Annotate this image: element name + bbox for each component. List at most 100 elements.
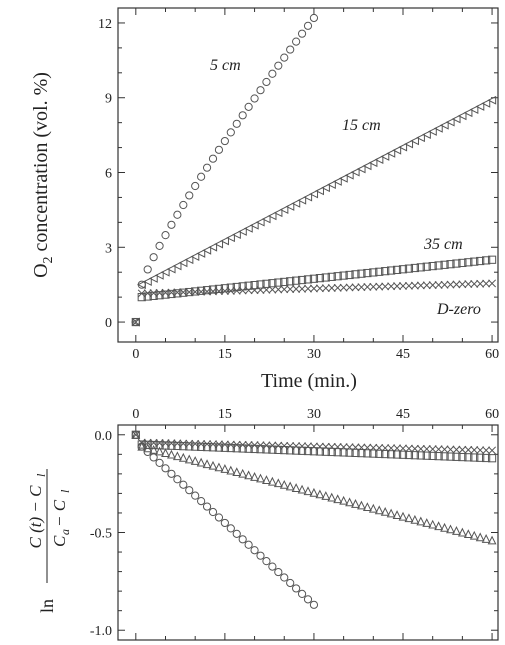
data-point [226,233,235,243]
data-point [446,452,455,461]
data-point [363,283,372,291]
data-point [481,534,491,543]
data-point [410,514,420,524]
data-point [232,529,241,538]
series-15-cm [131,95,497,327]
data-point [422,518,432,527]
data-point [464,453,473,462]
data-point [149,438,158,447]
data-point [256,286,265,294]
data-point [148,274,158,283]
data-point [392,265,402,274]
data-point [172,261,182,271]
data-point [274,278,283,287]
data-point [292,285,301,293]
data-point [214,145,224,154]
series-d-zero [131,279,497,327]
data-point [143,438,152,447]
data-point [286,578,295,588]
data-point [244,470,254,480]
data-point [297,589,307,598]
data-point [244,286,253,295]
data-point [398,450,408,459]
data-point [149,444,159,454]
data-point [469,530,479,540]
data-point [268,279,277,288]
data-point [202,459,212,469]
data-point [238,468,248,478]
data-point [232,119,241,128]
data-point [327,272,336,281]
annotation-15cm: 15 cm [342,117,381,134]
data-point [185,191,194,200]
bottom-y-tick-label: -0.5 [90,527,112,542]
data-point [173,475,182,484]
data-point [357,283,366,292]
data-point [244,540,253,549]
data-point [428,519,438,529]
data-point [279,479,289,489]
data-point [262,475,271,484]
data-point [351,448,360,457]
data-point [232,286,241,295]
data-point [155,241,164,250]
data-point [357,449,366,458]
data-point [381,449,390,459]
data-point [434,261,443,270]
data-point [475,102,485,111]
data-point [309,189,319,199]
data-point [410,263,419,273]
ylabel-den-sub-l: l [58,489,72,493]
data-point [446,524,455,534]
data-point [238,535,247,544]
data-point [333,443,342,451]
bottom-x-tick-label: 60 [485,407,499,422]
data-point [184,454,194,464]
data-point [404,444,413,453]
data-point [256,473,265,483]
data-point [369,268,378,277]
data-point [244,102,253,111]
data-point [369,282,378,291]
data-point [274,61,283,70]
annotation-35cm: 35 cm [423,236,463,253]
data-point [202,502,212,511]
data-point [315,442,324,451]
data-point [249,220,259,230]
data-point [303,275,313,284]
data-point [297,446,307,455]
data-point [280,441,289,450]
data-point [338,173,348,183]
data-point [274,441,283,450]
data-point [244,441,253,449]
data-point [191,439,200,448]
data-point [363,268,372,278]
top-x-axis-title: Time (min.) [261,370,357,392]
data-point [185,439,194,448]
data-point [297,195,307,205]
data-point [333,448,342,457]
data-point [202,286,212,295]
data-point [274,567,283,577]
data-point [321,273,330,282]
data-point [469,105,479,115]
data-point [268,285,277,294]
data-point [220,236,229,246]
data-point [439,120,449,130]
data-point [487,255,497,264]
data-point [303,486,313,496]
data-point [404,450,414,460]
data-point [268,562,277,571]
data-point [297,29,307,38]
data-point [410,136,419,146]
data-point [387,282,396,291]
ylabel-numerator: C (t) − C [26,485,45,549]
data-point [458,280,467,289]
data-point [280,277,289,287]
data-point [309,13,319,23]
data-point [363,449,372,458]
data-point [226,128,235,137]
data-point [476,279,485,288]
data-point [292,442,301,450]
data-point [303,21,313,30]
